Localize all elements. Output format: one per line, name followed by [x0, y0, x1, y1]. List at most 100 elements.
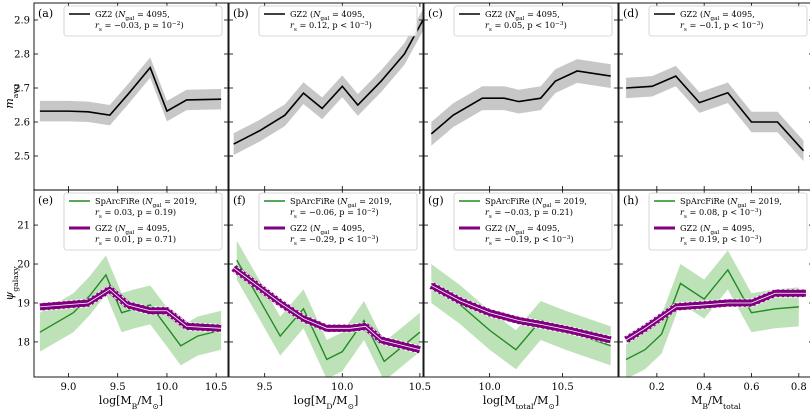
legend-entry-line2: rs = −0.19, p < 10−3)	[485, 234, 574, 247]
legend: SpArcFiRe (Ngal = 2019,rs = 0.03, p = 0.…	[63, 192, 223, 251]
legend-entry-line1: GZ2 (Ngal = 4095,	[95, 223, 170, 236]
legend-entry-line1: GZ2 (Ngal = 4095,	[290, 9, 365, 22]
x-tick-label: 9.5	[110, 382, 126, 393]
legend-entry-line2: rs = 0.05, p < 10−3)	[485, 20, 567, 33]
legend-entry-line1: GZ2 (Ngal = 4095,	[290, 223, 365, 236]
legend-entry-line1: SpArcFiRe (Ngal = 2019,	[680, 196, 782, 209]
plot-area	[233, 9, 423, 155]
plot-area	[231, 240, 421, 377]
y-axis-label-bottom: ψgalaxy	[3, 266, 20, 301]
gz2-center-line	[431, 285, 611, 341]
legend: GZ2 (Ngal = 4095,rs = 0.12, p < 10−3)	[258, 5, 418, 37]
legend-entry-line1: SpArcFiRe (Ngal = 2019,	[485, 196, 587, 209]
legend-box	[648, 192, 808, 251]
panel-g: 10.0 10.5(g) SpArcFiRe (Ngal = 2019,rs = −…	[423, 189, 619, 393]
legend-entry-line1: GZ2 (Ngal = 4095,	[95, 9, 170, 22]
y-tick-label: 2.5	[14, 152, 30, 163]
panel-label: (f)	[233, 194, 246, 207]
gz2-lower-bound	[625, 296, 806, 345]
gz2-line	[233, 19, 423, 145]
gz2-upper-bound	[431, 281, 611, 337]
panel-frame	[33, 189, 229, 378]
x-tick-label: 10.5	[409, 382, 431, 393]
sparcfire-line	[236, 259, 421, 363]
gz2-line	[39, 66, 222, 117]
y-tick-label: 2.6	[14, 118, 30, 129]
sparcfire-band	[236, 240, 420, 377]
y-tick-label: 2.9	[14, 16, 30, 27]
y-tick-label: 21	[17, 221, 30, 232]
y-tick-label: 19	[17, 298, 30, 309]
x-tick-label: 9.5	[257, 382, 273, 393]
plot-area	[429, 264, 612, 370]
legend-entry-line2: rs = 0.01, p = 0.71)	[95, 234, 176, 247]
panel-c: (c) GZ2 (Ngal = 4095,rs = 0.05, p < 10−3)	[423, 2, 619, 191]
panel-label: (h)	[623, 194, 639, 207]
x-tick-label: 10.0	[479, 382, 501, 393]
panel-label: (a)	[38, 7, 53, 20]
panel-label: (d)	[623, 7, 639, 20]
legend: SpArcFiRe (Ngal = 2019,rs = −0.06, p = 1…	[258, 192, 418, 251]
x-axis-label: log[MB/M⊙]	[99, 394, 163, 409]
x-tick-label: 0.4	[696, 382, 712, 393]
x-tick-label: 10.0	[331, 382, 353, 393]
x-tick-label: 10.5	[205, 382, 227, 393]
gz2-upper-bound	[233, 263, 421, 347]
gz2-line	[430, 70, 611, 135]
x-tick-label: 0.6	[744, 382, 760, 393]
legend-box	[453, 5, 613, 37]
gz2-upper-bound	[39, 284, 222, 325]
sparcfire-line	[625, 268, 799, 361]
legend-entry-line2: rs = −0.1, p < 10−3)	[680, 20, 763, 33]
legend-box	[258, 192, 418, 251]
legend: GZ2 (Ngal = 4095,rs = 0.05, p < 10−3)	[453, 5, 613, 37]
gz2-center-line	[625, 292, 806, 341]
panel-frame	[228, 189, 424, 378]
gz2-lower-bound	[233, 271, 421, 355]
y-tick-label: 2.7	[14, 84, 30, 95]
legend: GZ2 (Ngal = 4095,rs = −0.1, p < 10−3)	[648, 5, 808, 37]
panel-label: (b)	[233, 7, 249, 20]
sparcfire-band	[626, 250, 799, 377]
x-axis-label: MB/Mtotal	[691, 394, 741, 409]
legend-box	[648, 5, 808, 37]
gz2-center-line	[233, 267, 420, 351]
x-axis-label: log[Mtotal/M⊙]	[483, 394, 559, 409]
legend-entry-line1: GZ2 (Ngal = 4095,	[680, 9, 755, 22]
gz2-line	[626, 75, 805, 152]
x-tick-label: 0.2	[649, 382, 665, 393]
gz2-upper-bound	[625, 288, 806, 337]
panel-label: (c)	[428, 7, 443, 20]
panel-d: (d) GZ2 (Ngal = 4095,rs = −0.1, p < 10−3)	[618, 2, 810, 191]
x-tick-label: 9.0	[61, 382, 77, 393]
legend: SpArcFiRe (Ngal = 2019,rs = 0.08, p < 10…	[648, 192, 808, 251]
gz2-lower-bound	[39, 292, 222, 333]
gz2-lower-bound	[431, 288, 611, 345]
panel-frame	[423, 189, 619, 378]
panel-label: (e)	[38, 194, 53, 207]
y-tick-label: 20	[17, 260, 30, 271]
y-axis-label-top: mavg	[3, 84, 20, 108]
legend-entry-line1: GZ2 (Ngal = 4095,	[485, 9, 560, 22]
plot-area	[430, 59, 611, 146]
panel-frame	[618, 189, 810, 378]
legend-entry-line2: rs = 0.19, p < 10−3)	[680, 234, 762, 247]
x-tick-label: 0.8	[791, 382, 807, 393]
legend-entry-line2: rs = −0.06, p = 10−2)	[290, 207, 379, 220]
legend-entry-line2: rs = −0.03, p = 10−2)	[95, 20, 184, 33]
legend-box	[453, 192, 613, 251]
legend-entry-line1: GZ2 (Ngal = 4095,	[680, 223, 755, 236]
gz2-band	[626, 65, 804, 162]
plot-area	[626, 65, 805, 162]
legend-entry-line2: rs = 0.03, p = 0.19)	[95, 207, 176, 220]
panel-label: (g)	[428, 194, 444, 207]
legend: SpArcFiRe (Ngal = 2019,rs = −0.03, p = 0…	[453, 192, 613, 251]
panel-b: (b) GZ2 (Ngal = 4095,rs = 0.12, p < 10−3)	[228, 2, 424, 191]
legend: GZ2 (Ngal = 4095,rs = −0.03, p = 10−2)	[63, 5, 223, 37]
legend-entry-line1: SpArcFiRe (Ngal = 2019,	[290, 196, 392, 209]
legend-entry-line2: rs = −0.03, p = 0.21)	[485, 207, 573, 220]
legend-entry-line1: SpArcFiRe (Ngal = 2019,	[95, 196, 197, 209]
legend-entry-line1: GZ2 (Ngal = 4095,	[485, 223, 560, 236]
x-tick-label: 10.0	[156, 382, 178, 393]
